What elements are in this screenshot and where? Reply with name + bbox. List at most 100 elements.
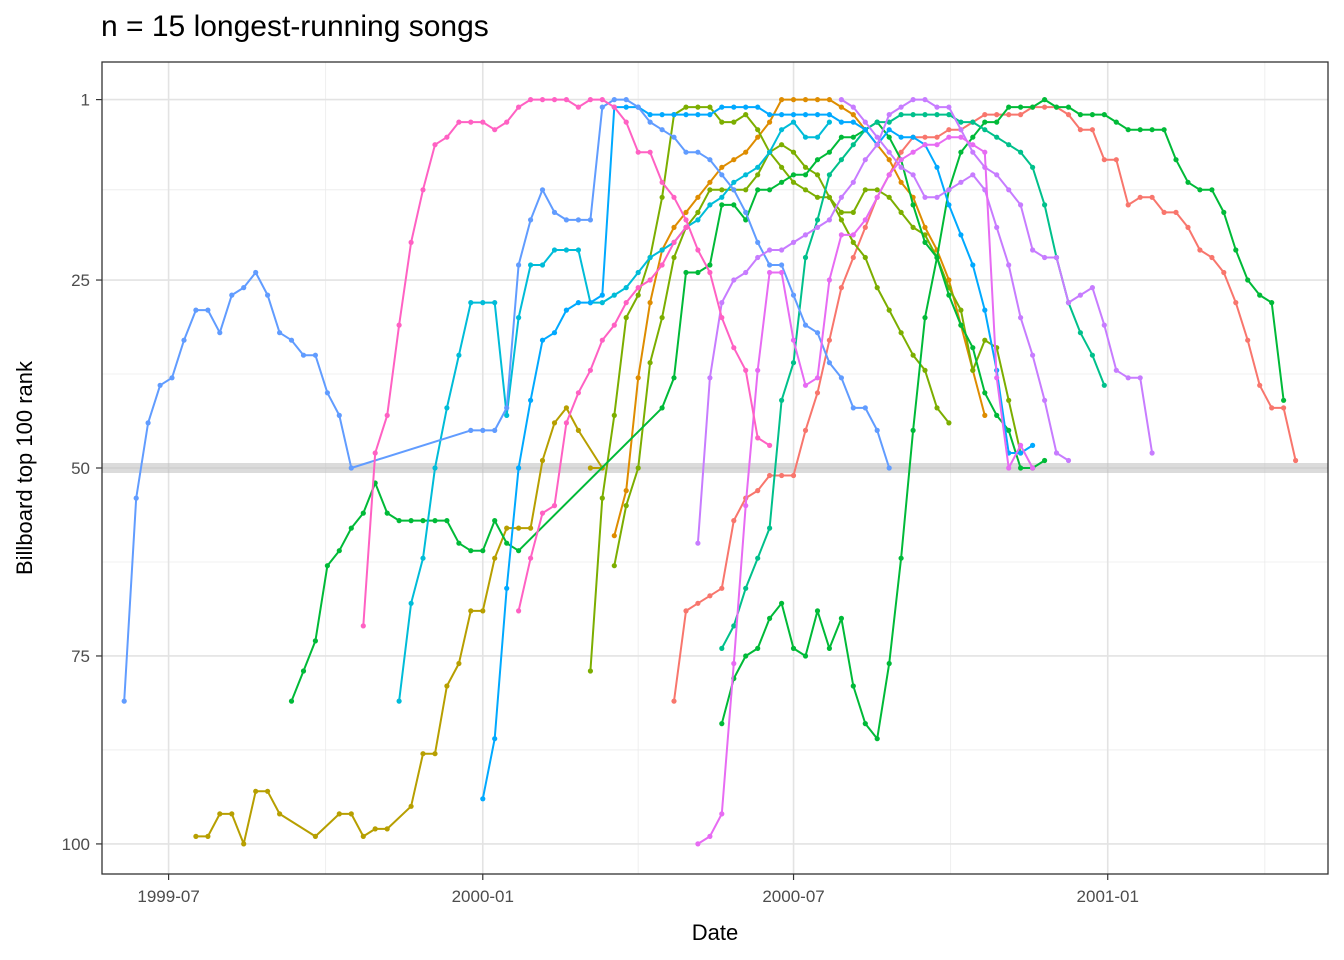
data-point xyxy=(611,533,617,539)
data-point xyxy=(862,119,868,125)
data-point xyxy=(910,149,916,155)
data-point xyxy=(826,337,833,343)
data-point xyxy=(767,149,773,155)
data-point xyxy=(838,194,845,200)
data-point xyxy=(563,247,570,253)
data-point xyxy=(862,224,868,230)
series-15 xyxy=(360,97,773,629)
data-point xyxy=(1053,450,1060,456)
data-point xyxy=(922,142,928,148)
data-point xyxy=(898,179,904,185)
data-point xyxy=(217,330,223,336)
data-point xyxy=(1018,104,1024,110)
data-point xyxy=(599,292,605,298)
x-tick-label: 2000-01 xyxy=(452,887,514,906)
data-point xyxy=(946,112,952,118)
data-point xyxy=(970,345,976,351)
data-point xyxy=(779,164,785,170)
data-point xyxy=(707,833,713,840)
data-point xyxy=(767,112,773,118)
data-point xyxy=(336,412,342,418)
data-point xyxy=(934,194,940,200)
data-point xyxy=(719,119,725,125)
data-point xyxy=(253,788,259,794)
data-point xyxy=(767,187,773,193)
data-point xyxy=(743,187,749,193)
data-point xyxy=(838,285,845,291)
data-point xyxy=(779,127,785,133)
series-5 xyxy=(587,104,1024,674)
data-point xyxy=(336,811,342,817)
data-point xyxy=(886,660,892,667)
data-point xyxy=(528,525,534,531)
data-point xyxy=(396,698,402,704)
data-point xyxy=(886,149,892,155)
data-point xyxy=(790,645,797,652)
data-point xyxy=(1257,382,1263,388)
data-point xyxy=(886,134,892,140)
data-point xyxy=(814,172,821,178)
data-point xyxy=(695,112,701,118)
data-point xyxy=(671,254,677,261)
data-point xyxy=(516,525,522,531)
data-point xyxy=(790,337,797,343)
data-point xyxy=(898,104,904,110)
data-point xyxy=(850,119,856,125)
data-point xyxy=(563,420,570,426)
data-point xyxy=(348,811,354,817)
data-point xyxy=(444,405,450,411)
data-point xyxy=(611,563,617,569)
data-point xyxy=(575,390,582,396)
data-point xyxy=(874,142,880,148)
series-16 xyxy=(516,224,689,614)
data-point xyxy=(982,112,988,118)
data-point xyxy=(910,172,916,178)
data-point xyxy=(958,179,964,185)
data-point xyxy=(850,134,856,140)
data-point xyxy=(731,202,737,208)
data-point xyxy=(755,164,761,170)
data-point xyxy=(169,375,175,381)
data-point xyxy=(910,224,916,230)
data-point xyxy=(802,134,809,140)
data-point xyxy=(886,465,892,471)
data-point xyxy=(743,653,749,659)
series-9 xyxy=(396,119,833,704)
data-point xyxy=(1077,292,1083,298)
data-point xyxy=(982,119,988,125)
data-point xyxy=(767,472,773,479)
data-point xyxy=(767,119,773,125)
data-point xyxy=(1030,104,1036,110)
data-point xyxy=(563,97,570,103)
data-point xyxy=(312,638,318,644)
data-point xyxy=(1018,315,1024,321)
data-point xyxy=(587,217,594,223)
data-point xyxy=(480,608,486,614)
data-point xyxy=(922,112,928,118)
data-point xyxy=(1065,457,1072,464)
data-point xyxy=(886,119,892,125)
data-point xyxy=(360,510,366,516)
series-line xyxy=(840,98,1070,462)
data-point xyxy=(384,510,390,516)
data-point xyxy=(707,112,713,118)
data-point xyxy=(671,112,677,118)
data-point xyxy=(826,645,833,652)
data-point xyxy=(1209,254,1215,261)
data-point xyxy=(145,420,151,426)
data-point xyxy=(850,683,856,689)
data-point xyxy=(1030,465,1036,471)
data-point xyxy=(516,548,522,554)
data-point xyxy=(575,427,582,433)
data-point xyxy=(1269,405,1275,411)
data-point xyxy=(838,104,845,110)
data-point xyxy=(468,427,474,433)
data-point xyxy=(814,224,821,230)
data-point xyxy=(802,232,809,238)
data-point xyxy=(922,97,928,103)
data-point xyxy=(779,247,785,253)
data-point xyxy=(157,382,163,388)
x-tick-label: 2000-07 xyxy=(762,887,824,906)
data-point xyxy=(312,352,318,358)
data-point xyxy=(719,811,725,817)
